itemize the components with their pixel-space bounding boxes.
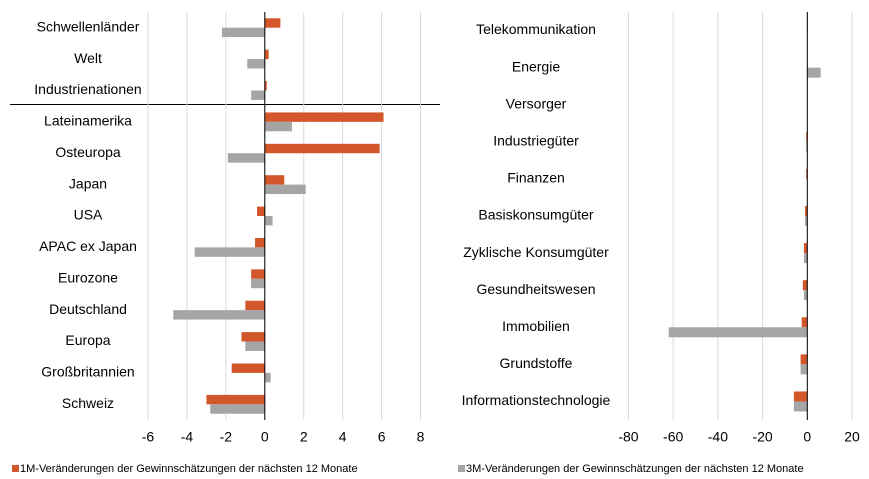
bar	[210, 404, 265, 414]
bar	[227, 153, 265, 163]
bar	[241, 332, 265, 342]
y-tick-label: Versorger	[506, 95, 567, 111]
bar	[803, 290, 808, 301]
bar	[805, 206, 808, 216]
x-tick-label: -40	[708, 429, 728, 445]
bar	[793, 391, 808, 402]
bar	[264, 112, 384, 122]
y-tick-label: Welt	[74, 50, 102, 66]
bar	[264, 18, 281, 28]
bar	[247, 59, 265, 69]
bar	[194, 247, 265, 257]
y-tick-label: Eurozone	[58, 269, 118, 285]
bar	[801, 317, 808, 328]
bar	[251, 90, 265, 100]
bar	[264, 184, 306, 195]
bar	[264, 49, 269, 60]
y-tick-label: USA	[74, 207, 103, 223]
y-tick-label: Lateinamerika	[44, 113, 132, 129]
y-tick-label: Industriegüter	[493, 133, 579, 149]
bar	[264, 121, 293, 132]
bar	[251, 269, 265, 279]
bar	[173, 310, 265, 320]
y-tick-label: Informationstechnologie	[462, 392, 611, 408]
x-tick-label: 20	[844, 429, 860, 445]
y-tick-label: Japan	[69, 175, 107, 191]
x-tick-label: -60	[663, 429, 683, 445]
bar	[255, 237, 265, 248]
x-tick-label: -2	[220, 429, 233, 445]
bar	[806, 168, 808, 179]
bar	[800, 354, 808, 365]
y-tick-label: Europa	[65, 332, 110, 348]
bar	[803, 243, 808, 254]
x-tick-label: 0	[261, 429, 269, 445]
bar	[806, 141, 808, 152]
bar	[264, 216, 273, 226]
bar	[245, 300, 265, 311]
bar	[264, 143, 380, 154]
bar	[807, 67, 821, 78]
bar	[264, 81, 267, 91]
y-tick-label: Industrienationen	[34, 81, 141, 97]
y-tick-label: Gesundheitswesen	[476, 281, 595, 297]
x-tick-label: 8	[417, 429, 425, 445]
bar	[793, 401, 808, 412]
y-tick-label: Grundstoffe	[500, 355, 573, 371]
y-tick-label: Deutschland	[49, 301, 127, 317]
bar	[806, 131, 808, 142]
bar	[231, 363, 265, 373]
y-tick-label: Zyklische Konsumgüter	[463, 244, 609, 260]
legend-label: 1M-Veränderungen der Gewinnschätzungen d…	[20, 463, 358, 475]
x-tick-label: 0	[803, 429, 811, 445]
bar	[805, 216, 808, 226]
bar	[264, 175, 285, 185]
y-tick-label: Finanzen	[507, 170, 565, 186]
bar	[245, 341, 265, 351]
y-tick-label: Telekommunikation	[476, 21, 596, 37]
legend-label: 3M-Veränderungen der Gewinnschätzungen d…	[466, 463, 804, 475]
legend-swatch	[12, 465, 19, 472]
y-tick-label: Großbritannien	[41, 364, 134, 380]
bar	[251, 278, 265, 289]
x-tick-label: 4	[339, 429, 347, 445]
bar	[800, 364, 808, 375]
bar	[257, 206, 265, 216]
bar	[802, 280, 808, 291]
x-tick-label: 2	[300, 429, 308, 445]
y-tick-label: Immobilien	[502, 318, 570, 334]
legend-swatch	[458, 465, 465, 472]
y-tick-label: Schwellenländer	[37, 18, 140, 34]
bar	[668, 327, 808, 338]
bar	[264, 372, 271, 383]
x-tick-label: -80	[618, 429, 638, 445]
y-tick-label: Schweiz	[62, 395, 114, 411]
x-tick-label: -6	[142, 429, 155, 445]
x-tick-label: -4	[181, 429, 194, 445]
bar	[206, 394, 265, 405]
x-tick-label: 6	[378, 429, 386, 445]
y-tick-label: Osteuropa	[55, 144, 121, 160]
bar	[221, 27, 265, 38]
x-tick-label: -20	[752, 429, 772, 445]
y-tick-label: Basiskonsumgüter	[478, 207, 594, 223]
bar	[803, 253, 808, 264]
y-tick-label: APAC ex Japan	[39, 238, 137, 254]
y-tick-label: Energie	[512, 58, 560, 74]
